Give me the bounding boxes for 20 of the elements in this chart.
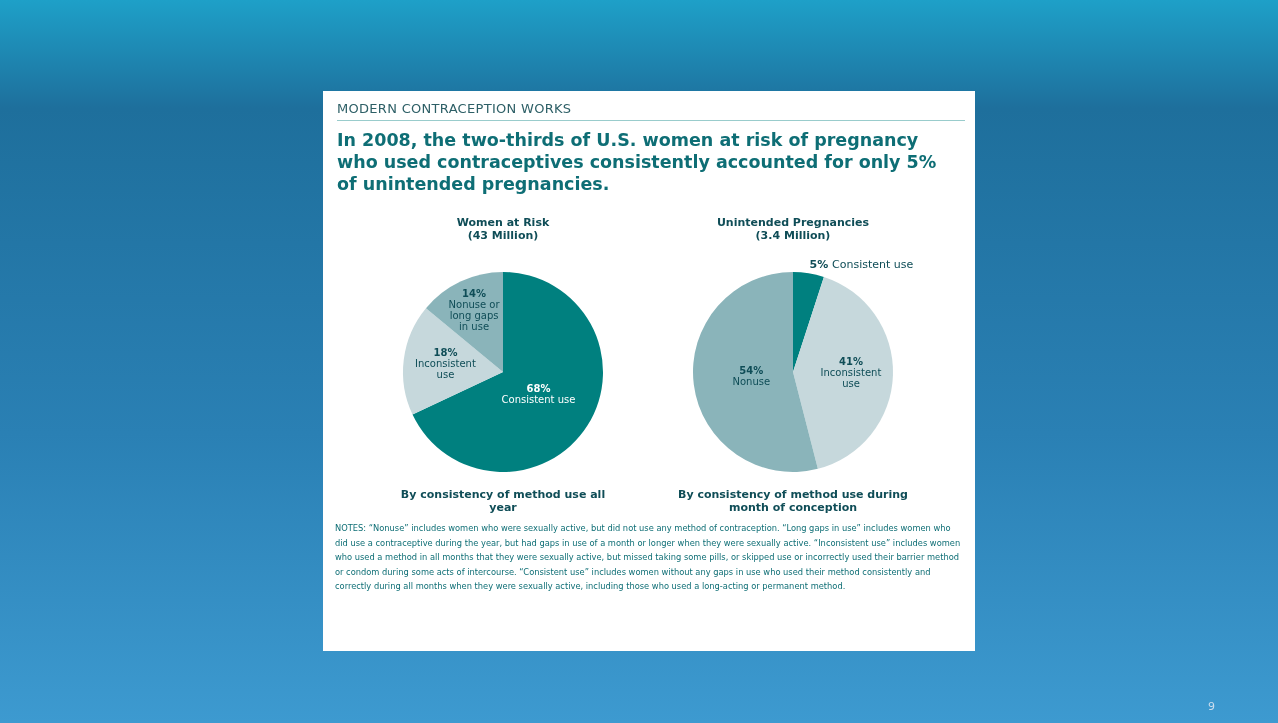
data-label: 5% [809, 258, 829, 272]
slice-label: Nonuse or long gaps in use [448, 298, 501, 332]
slice-label: Inconsistent use [415, 358, 476, 381]
slice-label: Consistent use [832, 258, 914, 272]
text: By consistency of method use during month of conception [678, 488, 908, 514]
text: 9 [1208, 700, 1215, 713]
chart-title: Unintended Pregnancies (3.4 Million) [715, 216, 871, 244]
text: In 2008, the two-thirds of U.S. women at risk of pregnancy who used contraceptives consistently accounted for only 5% of unintended pregnancies. [337, 129, 938, 195]
text: NOTES: “Nonuse” includes women who were sexually active, but did not use any method of contraception. “Long gaps in use” includes women who did use a contraceptive during the year, but had gaps in use of a month or longer when they were sexually active. “Inconsistent use” includes women who used a method in all months that they were sexually active, but missed taking some pills, or skipped use or incorrectly used their barrier method or condom during some acts of intercourse. “Consistent use” includes women without any gaps in use who used their method consistently and correctly during all months when they were sexually active, including those who used a long-acting or permanent method. [335, 522, 962, 593]
data-label: 41% [839, 356, 863, 368]
slice-label: Nonuse [732, 376, 771, 388]
slice-label: Inconsistent use [820, 367, 882, 390]
data-label: 54% [739, 365, 764, 377]
data-label: 14% [462, 287, 487, 299]
text: MODERN CONTRACEPTION WORKS [337, 101, 965, 121]
data-label: 68% [526, 382, 551, 394]
slice-label: Consistent use [501, 393, 576, 405]
data-label: 18% [433, 347, 458, 359]
chart-title: Women at Risk (43 Million) [455, 216, 551, 244]
text: By consistency of method use all year [399, 488, 607, 514]
